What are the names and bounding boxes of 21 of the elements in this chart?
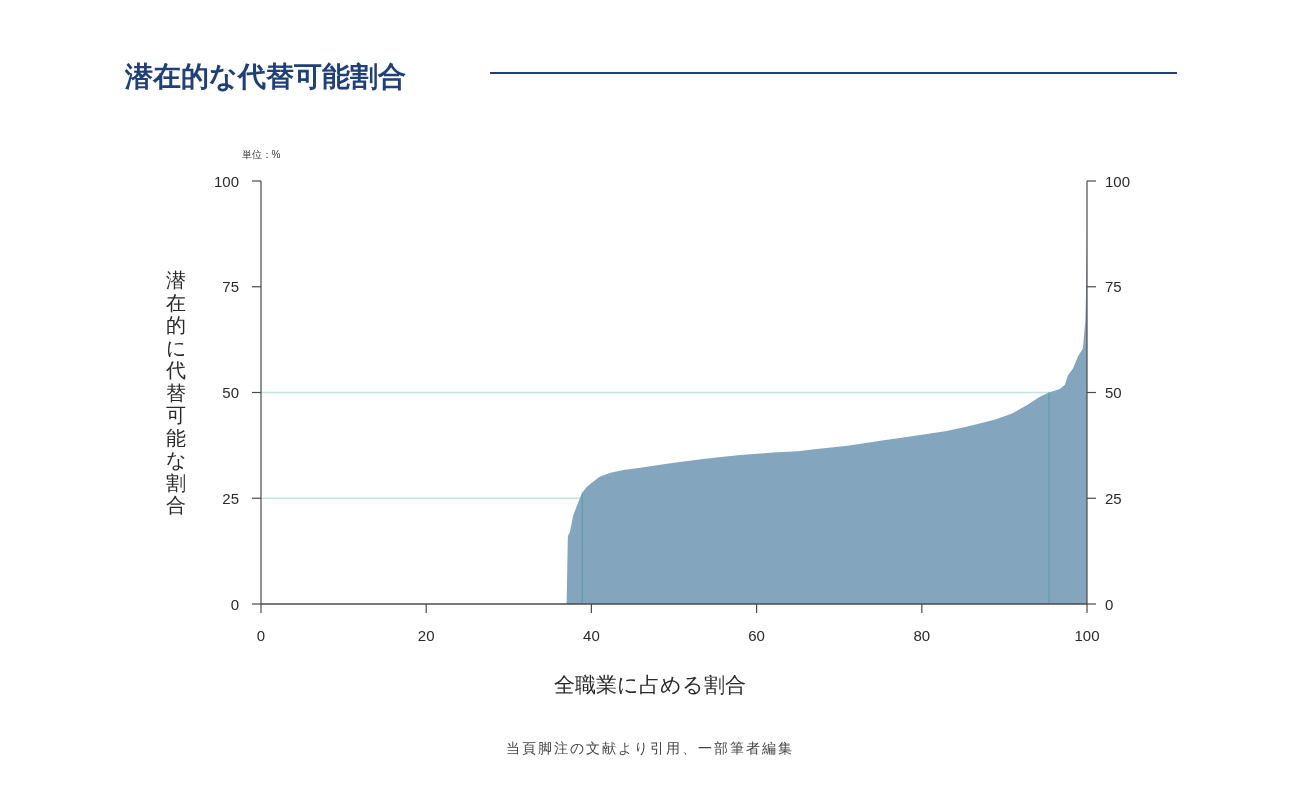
x-tick-label: 80 xyxy=(913,626,931,644)
y2-tick-label: 100 xyxy=(1105,172,1131,190)
y-axis-title: 潜在的に代替可能な割合 xyxy=(166,269,186,516)
x-tick-label: 20 xyxy=(417,626,435,644)
y2-tick-label: 75 xyxy=(1105,278,1122,296)
text: 当頁脚注の文献より引用、一部筆者編集 xyxy=(506,740,794,756)
x-axis-title: 全職業に占める割合 xyxy=(554,673,746,696)
y-tick-label: 0 xyxy=(230,595,239,613)
chart-title: 潜在的な代替可能割合 xyxy=(124,61,406,92)
x-tick-label: 40 xyxy=(583,626,600,644)
y-tick-label: 25 xyxy=(222,489,239,507)
y-tick-label: 100 xyxy=(213,172,239,190)
y2-tick-label: 25 xyxy=(1105,489,1122,507)
y2-tick-label: 50 xyxy=(1105,384,1122,401)
y-tick-label: 75 xyxy=(222,278,239,296)
x-tick-label: 60 xyxy=(748,626,765,644)
x-tick-label: 100 xyxy=(1074,626,1100,644)
x-tick-label: 0 xyxy=(256,626,266,644)
text: 単位：% xyxy=(241,149,281,160)
y-tick-label: 50 xyxy=(222,384,239,401)
y2-tick-label: 0 xyxy=(1105,595,1114,613)
